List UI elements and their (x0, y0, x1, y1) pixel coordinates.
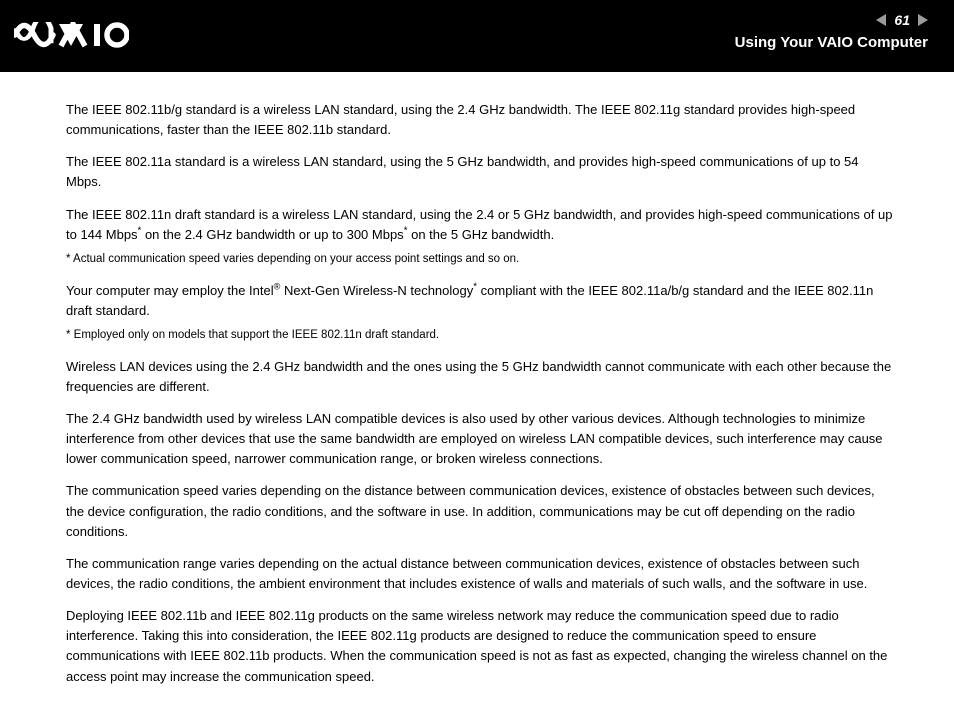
vaio-logo (14, 22, 129, 53)
text: Your computer may employ the Intel (66, 283, 274, 298)
paragraph: The IEEE 802.11a standard is a wireless … (66, 152, 894, 192)
paragraph: The communication speed varies depending… (66, 481, 894, 541)
paragraph: The communication range varies depending… (66, 554, 894, 594)
page-number: 61 (894, 12, 910, 28)
section-title: Using Your VAIO Computer (735, 34, 928, 51)
paragraph: Deploying IEEE 802.11b and IEEE 802.11g … (66, 606, 894, 687)
page-navigation: 61 (876, 12, 928, 28)
text: The IEEE 802.11b/g standard is a wireles… (66, 102, 855, 137)
prev-page-arrow-icon[interactable] (876, 14, 886, 26)
next-page-arrow-icon[interactable] (918, 14, 928, 26)
paragraph: The IEEE 802.11n draft standard is a wir… (66, 205, 894, 245)
paragraph: The IEEE 802.11b/g standard is a wireles… (66, 100, 894, 140)
paragraph: The 2.4 GHz bandwidth used by wireless L… (66, 409, 894, 469)
page-content: The IEEE 802.11b/g standard is a wireles… (0, 72, 954, 719)
paragraph: Wireless LAN devices using the 2.4 GHz b… (66, 357, 894, 397)
text: on the 5 GHz bandwidth. (407, 227, 554, 242)
paragraph: Your computer may employ the Intel® Next… (66, 281, 894, 321)
footnote: * Employed only on models that support t… (66, 327, 894, 345)
footnote: * Actual communication speed varies depe… (66, 251, 894, 269)
text: Next-Gen Wireless-N technology (280, 283, 473, 298)
page-header: 61 Using Your VAIO Computer (0, 0, 954, 72)
text: on the 2.4 GHz bandwidth or up to 300 Mb… (141, 227, 403, 242)
